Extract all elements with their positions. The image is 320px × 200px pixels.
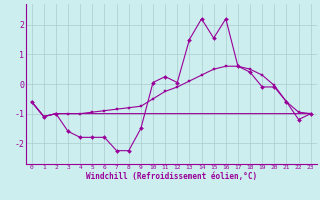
X-axis label: Windchill (Refroidissement éolien,°C): Windchill (Refroidissement éolien,°C) xyxy=(86,172,257,181)
